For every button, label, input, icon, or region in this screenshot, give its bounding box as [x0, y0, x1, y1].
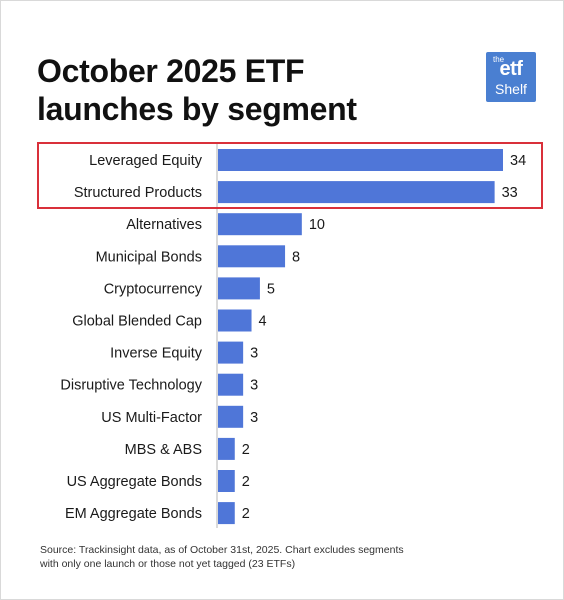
value-label: 10 — [309, 217, 325, 233]
category-label: EM Aggregate Bonds — [65, 506, 202, 522]
source-note-line-1: Source: Trackinsight data, as of October… — [40, 544, 404, 556]
bar — [218, 277, 260, 300]
category-label: Alternatives — [126, 217, 202, 233]
value-label: 2 — [242, 474, 250, 490]
source-note-line-2: with only one launch or those not yet ta… — [40, 558, 296, 570]
bar — [218, 341, 244, 364]
category-label: MBS & ABS — [125, 442, 202, 458]
etf-shelf-logo: the etf Shelf — [486, 52, 536, 102]
value-label: 34 — [510, 153, 526, 169]
value-label: 3 — [250, 378, 258, 394]
bar — [218, 502, 235, 525]
value-label: 8 — [292, 249, 300, 265]
bar — [218, 245, 286, 268]
bar — [218, 181, 495, 204]
logo-shelf-text: Shelf — [495, 81, 527, 97]
value-label: 3 — [250, 410, 258, 426]
category-label: Global Blended Cap — [72, 314, 202, 330]
bar — [218, 309, 252, 332]
category-label: US Aggregate Bonds — [67, 474, 202, 490]
value-label: 33 — [502, 185, 518, 201]
value-label: 2 — [242, 442, 250, 458]
bar — [218, 470, 235, 492]
chart-title-line-1: October 2025 ETF — [37, 53, 305, 89]
category-label: Municipal Bonds — [96, 249, 202, 265]
chart-title-line-2: launches by segment — [37, 91, 357, 127]
value-label: 5 — [267, 281, 275, 297]
highlight-box — [37, 142, 543, 209]
chart-title: October 2025 ETF launches by segment — [37, 52, 417, 128]
logo-etf-text: etf — [499, 58, 523, 80]
source-note: Source: Trackinsight data, as of October… — [40, 543, 460, 571]
logo-the-text: the — [493, 55, 505, 64]
category-label: Leveraged Equity — [89, 153, 203, 169]
bar — [218, 437, 235, 460]
category-label: Inverse Equity — [110, 346, 203, 362]
value-label: 2 — [242, 506, 250, 522]
value-label: 4 — [259, 314, 267, 330]
bar — [218, 373, 244, 396]
bar — [218, 213, 302, 236]
value-label: 3 — [250, 346, 258, 362]
bar — [218, 405, 244, 428]
bar — [218, 149, 503, 171]
category-label: Disruptive Technology — [60, 378, 202, 394]
category-label: US Multi-Factor — [101, 410, 202, 426]
category-label: Structured Products — [74, 185, 202, 201]
category-label: Cryptocurrency — [104, 281, 203, 297]
